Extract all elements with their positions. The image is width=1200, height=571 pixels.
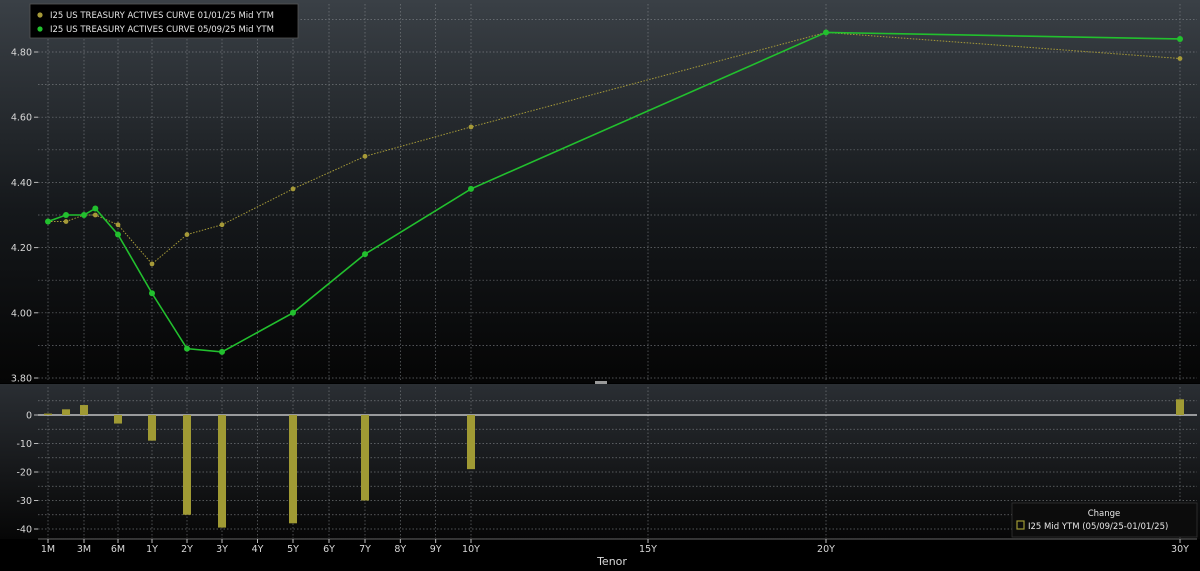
change-bar-3M — [80, 405, 88, 415]
bottom-ytick-label: -40 — [16, 525, 32, 536]
change-bar-30Y — [1176, 399, 1184, 415]
series-0-point-1Y — [149, 261, 155, 267]
series-1-point-20Y — [823, 29, 829, 36]
series-1-point-3Y — [219, 348, 225, 355]
xtick-label-5Y: 5Y — [287, 544, 299, 555]
series-0-point-10Y — [468, 124, 474, 130]
series-1-point-1M — [45, 218, 51, 225]
top-panel-background — [0, 0, 1200, 383]
xtick-label-30Y: 30Y — [1171, 544, 1189, 555]
top-ytick-label: 4.00 — [11, 308, 32, 319]
bottom-legend: Change I25 Mid YTM (05/09/25-01/01/25) — [1011, 502, 1198, 538]
x-axis-band — [0, 539, 1200, 571]
bottom-gridlines — [38, 387, 1197, 538]
bottom-panel-background — [0, 384, 1200, 539]
bottom-ytick-label: -20 — [16, 468, 32, 479]
top-ytick-label: 4.60 — [11, 113, 32, 124]
bottom-ytick-label: -30 — [16, 496, 32, 507]
top-ytick-label: 4.80 — [11, 48, 32, 59]
bottom-legend-label: I25 Mid YTM (05/09/25-01/01/25) — [1028, 522, 1168, 532]
xtick-label-1Y: 1Y — [146, 544, 158, 555]
change-bar-2Y — [183, 415, 191, 515]
series-1-point-4M — [92, 205, 99, 212]
xtick-label-4Y: 4Y — [252, 544, 264, 555]
series-1-point-5Y — [290, 309, 296, 316]
change-bar-7Y — [361, 415, 369, 501]
panel-splitter-handle[interactable] — [595, 381, 607, 384]
series-0-point-3Y — [219, 222, 225, 228]
xtick-label-2Y: 2Y — [181, 544, 193, 555]
bottom-legend-box — [1011, 502, 1198, 538]
xtick-label-15Y: 15Y — [639, 544, 657, 555]
legend-marker-0101 — [37, 12, 43, 18]
top-ytick-label: 4.20 — [11, 243, 32, 254]
xtick-label-8Y: 8Y — [394, 544, 406, 555]
series-0-point-4M — [92, 212, 98, 218]
change-bar-6M — [114, 415, 122, 424]
series-1-point-2M — [63, 212, 70, 218]
change-bar-10Y — [467, 415, 475, 470]
bottom-ytick-label: -10 — [16, 439, 32, 450]
xtick-label-9Y: 9Y — [430, 544, 442, 555]
series-0-point-7Y — [362, 153, 368, 159]
change-bars — [44, 399, 1184, 528]
change-bar-1Y — [148, 415, 156, 441]
change-bar-5Y — [289, 415, 297, 524]
top-legend: I25 US TREASURY ACTIVES CURVE 01/01/25 M… — [29, 3, 299, 39]
top-legend-box — [29, 3, 299, 39]
series-1-point-7Y — [362, 251, 368, 258]
series-1-point-1Y — [149, 290, 155, 297]
top-y-axis: 4.80 4.60 4.40 4.20 4.00 3.80 — [11, 48, 38, 385]
xtick-label-6Y: 6Y — [323, 544, 335, 555]
series-1-point-10Y — [468, 185, 474, 192]
series-1-point-30Y — [1177, 35, 1183, 42]
legend-label-0509: I25 US TREASURY ACTIVES CURVE 05/09/25 M… — [50, 25, 274, 35]
series-1-point-6M — [115, 231, 121, 238]
x-axis-label: Tenor — [596, 555, 627, 568]
series-0-point-2M — [63, 219, 69, 224]
xtick-label-10Y: 10Y — [462, 544, 480, 555]
yield-series — [45, 29, 1183, 355]
x-axis: 1M 3M 6M 1Y 2Y 3Y 4Y 5Y 6Y 7Y 8Y 9Y 10Y 15Y 20Y 30Y — [38, 538, 1197, 555]
xtick-label-20Y: 20Y — [817, 544, 835, 555]
legend-marker-0509 — [37, 26, 43, 32]
xtick-label-1M: 1M — [41, 544, 55, 555]
xtick-label-3Y: 3Y — [216, 544, 228, 555]
legend-label-0101: I25 US TREASURY ACTIVES CURVE 01/01/25 M… — [50, 11, 274, 21]
bottom-legend-swatch — [1016, 520, 1025, 530]
series-0-point-2Y — [184, 232, 190, 237]
xtick-label-6M: 6M — [111, 544, 125, 555]
series-1-point-3M — [81, 212, 87, 218]
bottom-y-axis: 0 -10 -20 -30 -40 — [16, 411, 38, 536]
change-bar-1M — [44, 413, 52, 415]
bottom-legend-title: Change — [1088, 509, 1121, 519]
change-bar-2M — [62, 409, 71, 415]
top-ytick-label: 4.40 — [11, 178, 32, 189]
xtick-label-3M: 3M — [77, 544, 91, 555]
series-0-point-30Y — [1177, 56, 1183, 61]
series-1-point-2Y — [184, 345, 190, 352]
change-bar-3Y — [218, 415, 226, 528]
series-0-point-6M — [115, 222, 121, 228]
bottom-ytick-label: 0 — [26, 411, 32, 422]
xtick-label-7Y: 7Y — [359, 544, 371, 555]
series-0-point-5Y — [290, 186, 296, 192]
top-ytick-label: 3.80 — [11, 374, 32, 385]
